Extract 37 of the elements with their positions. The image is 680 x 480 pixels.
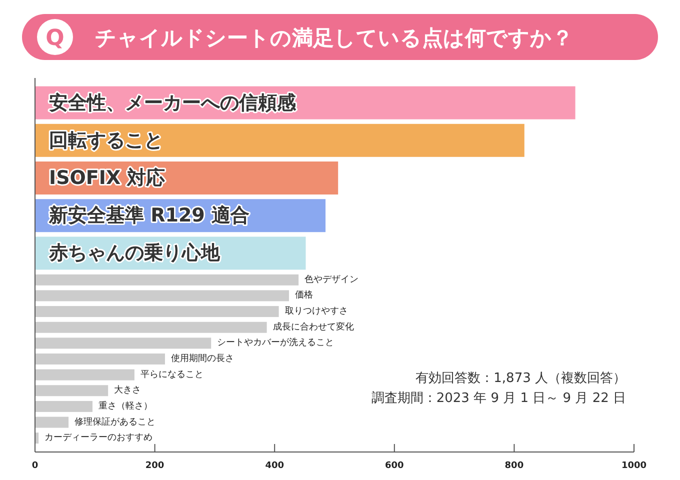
- bar: [35, 400, 93, 412]
- y-tick-label: 安全性、メーカーへの信頼感: [49, 92, 297, 114]
- annotation: 有効回答数：1,873 人（複数回答）: [416, 371, 626, 386]
- y-tick-label: 価格: [294, 290, 313, 301]
- y-tick-label: 平らになること: [140, 370, 204, 380]
- bar: [35, 338, 212, 349]
- bar: [35, 124, 524, 157]
- y-tick-label: ISOFIX 対応: [49, 167, 166, 189]
- y-tick-label: 赤ちゃんの乗り心地: [48, 242, 221, 264]
- bar: [35, 306, 279, 318]
- text: Q: [46, 26, 64, 51]
- y-tick-label: カーディーラーのおすすめ: [44, 433, 153, 444]
- y-tick-label: 重さ（軽さ）: [98, 400, 153, 412]
- y-tick-label: 使用期間の長さ: [170, 353, 234, 364]
- x-tick-label: 200: [145, 461, 164, 471]
- x-tick-label: 0: [32, 461, 38, 471]
- x-tick-label: 1000: [621, 461, 647, 471]
- bar: [35, 290, 289, 302]
- y-tick-label: 取りつけやすさ: [284, 306, 348, 317]
- annotation: 調査期間：2023 年 9 月 1 日～ 9 月 22 日: [371, 391, 626, 406]
- y-tick-label: 成長に合わせて変化: [272, 321, 354, 332]
- bar: [35, 385, 108, 396]
- y-tick-label: 回転すること: [49, 129, 163, 152]
- x-tick-label: 600: [385, 461, 404, 471]
- y-tick-label: 修理保証があること: [74, 416, 156, 428]
- bar: [35, 369, 134, 380]
- bar: [35, 354, 165, 364]
- y-tick-label: 新安全基準 R129 適合: [48, 204, 250, 227]
- y-tick-label: シートやカバーが洗えること: [217, 337, 334, 348]
- x-tick-label: 800: [504, 461, 524, 471]
- chart-title: チャイルドシートの満足している点は何ですか？: [95, 26, 573, 50]
- x-tick-label: 400: [265, 461, 284, 471]
- y-tick-label: 大きさ: [114, 384, 142, 396]
- bar: [35, 416, 69, 428]
- bar: [35, 322, 267, 333]
- bar: [35, 274, 299, 286]
- y-tick-label: 色やデザイン: [304, 274, 359, 285]
